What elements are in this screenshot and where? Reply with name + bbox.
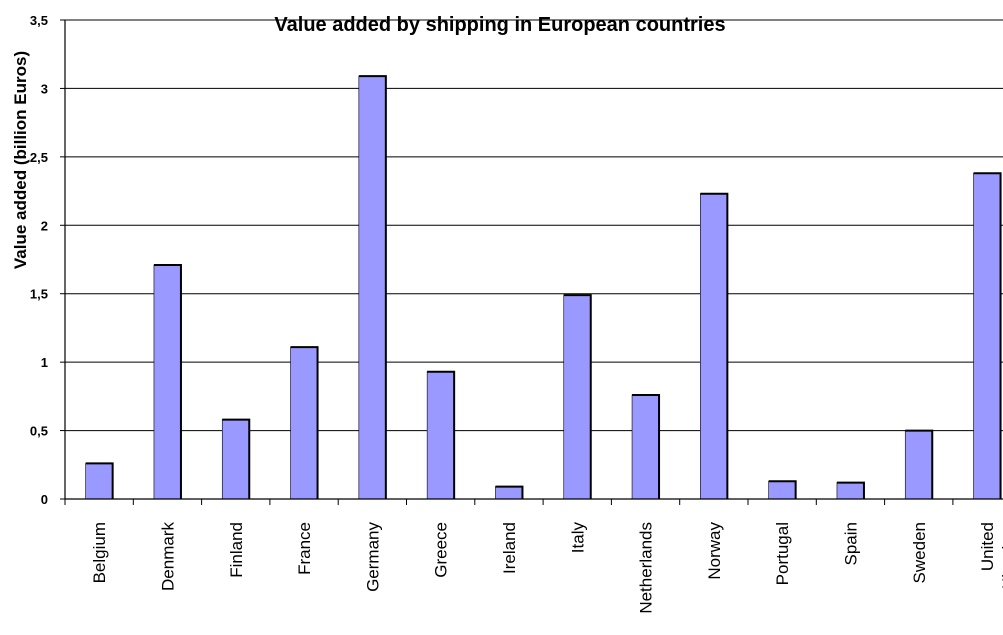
y-tick-label: 0,5 [30, 424, 48, 439]
bar [836, 482, 864, 499]
x-tick-labels: Belgium Denmark Finland France Germany Greece… [90, 522, 1003, 614]
y-tick-label: 3,5 [30, 13, 48, 28]
y-tick-label: 1,5 [30, 287, 48, 302]
y-tick-label: 3 [41, 81, 48, 96]
y-tick-label: 0 [41, 492, 48, 507]
axes [60, 19, 1003, 505]
y-tick-label: 2 [41, 218, 48, 233]
bar [427, 371, 455, 499]
bar [700, 193, 728, 499]
bar [632, 394, 660, 499]
x-tick-label: Ireland [500, 522, 519, 574]
x-tick-label: Finland [227, 522, 246, 578]
x-tick-label: Germany [363, 522, 382, 592]
chart-title: Value added by shipping in European coun… [274, 14, 725, 36]
x-tick-label: United Kingdom [978, 522, 1003, 589]
bar [495, 486, 523, 499]
x-tick-label: Netherlands [637, 522, 656, 614]
y-tick-label: 1 [41, 355, 48, 370]
y-tick-label: 2,5 [30, 150, 48, 165]
bar [358, 76, 386, 500]
bar [85, 463, 113, 499]
y-axis-label: Value added (billion Euros) [11, 51, 30, 269]
x-tick-label: France [295, 522, 314, 575]
x-tick-label: Portugal [773, 522, 792, 585]
bar [222, 419, 250, 499]
bars [85, 75, 1002, 500]
x-tick-label: Greece [432, 522, 451, 578]
bar [905, 430, 933, 499]
bar [153, 264, 181, 499]
gridlines [65, 19, 1003, 432]
x-tick-label: Denmark [158, 522, 177, 591]
bar [768, 481, 796, 499]
x-tick-label: Belgium [90, 522, 109, 583]
bar [563, 295, 591, 499]
x-tick-label: Sweden [910, 522, 929, 583]
x-tick-label: Spain [841, 522, 860, 565]
y-tick-labels: 0 0,5 1 1,5 2 2,5 3 3,5 [30, 13, 48, 507]
bar [290, 347, 318, 499]
bar [973, 173, 1001, 499]
x-tick-label: Norway [705, 522, 724, 580]
x-tick-label: Italy [568, 522, 587, 554]
